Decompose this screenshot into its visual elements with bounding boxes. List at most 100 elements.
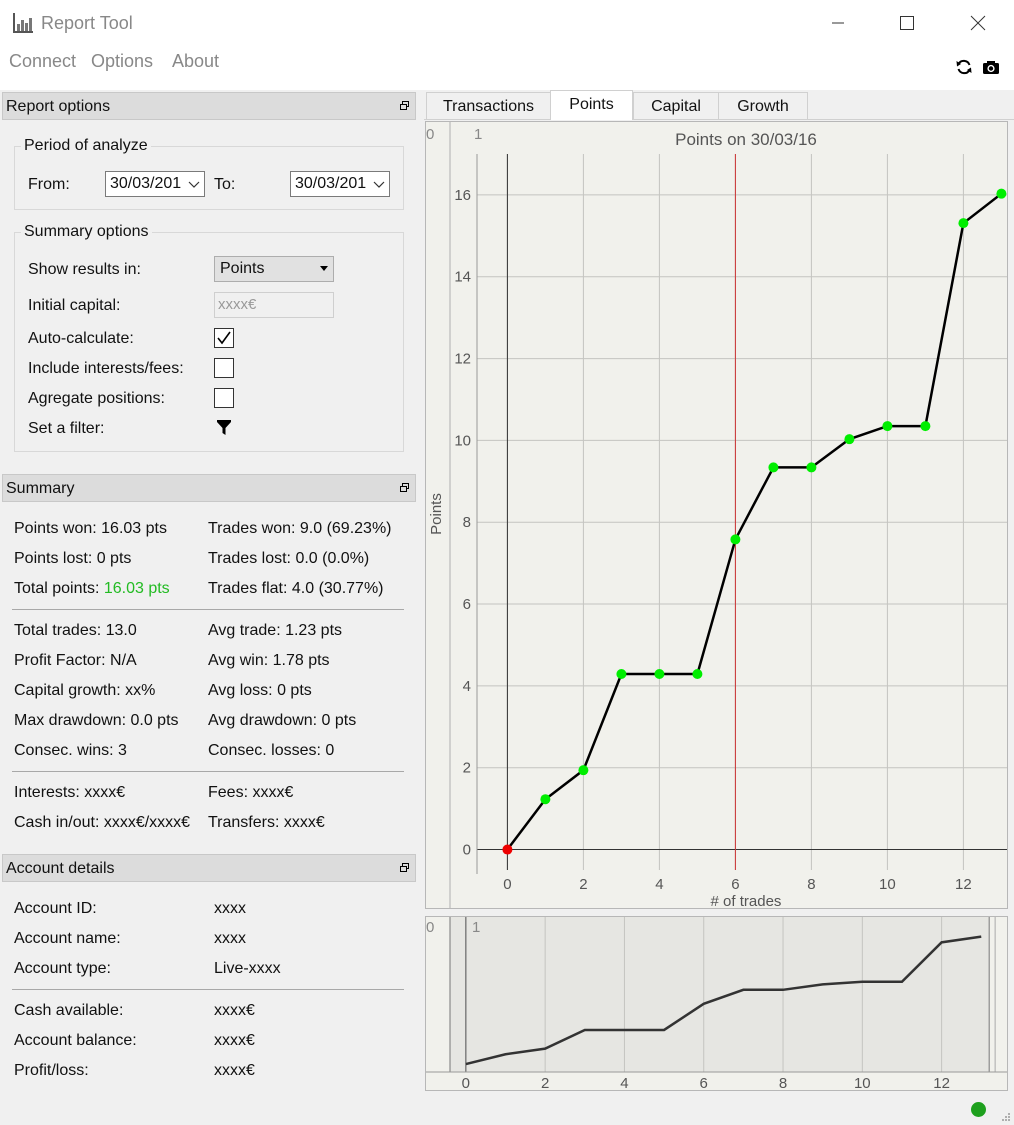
account-type-value: Live-xxxx [214, 960, 281, 977]
corner-label: 1 [472, 919, 480, 936]
tab-growth[interactable]: Growth [718, 92, 808, 120]
minimize-button[interactable] [815, 0, 861, 46]
overview-chart-frame[interactable]: 0 1 0 2 4 6 8 10 12 [425, 916, 1008, 1092]
close-button[interactable] [955, 0, 1001, 46]
status-bar [0, 1100, 1014, 1125]
minimize-icon [832, 22, 844, 24]
x-tick-label: 6 [731, 876, 739, 893]
y-tick-label: 14 [454, 269, 471, 286]
overview-x-tick-label: 8 [779, 1075, 787, 1090]
menu-about[interactable]: About [172, 51, 220, 71]
x-axis-label: # of trades [711, 893, 782, 908]
from-label: From: [28, 176, 70, 193]
left-panel: Report options Period of analyze From: 3… [0, 90, 418, 1100]
to-label: To: [214, 176, 236, 193]
avg-win: Avg win: 1.78 pts [208, 652, 330, 669]
account-name-label: Account name: [14, 930, 121, 947]
account-type-label: Account type: [14, 960, 111, 977]
overview-chart[interactable]: 0 10 2 4 6 8 10 12 [426, 917, 1007, 1092]
total-points: Total points: 16.03 pts [14, 580, 170, 598]
tab-transactions[interactable]: Transactions [426, 92, 551, 120]
y-tick-label: 2 [463, 760, 471, 777]
divider [12, 989, 404, 990]
data-point [882, 421, 893, 432]
right-panel: Transactions Points Capital Growth 0 1 Poi… [424, 90, 1014, 1100]
y-tick-label: 4 [463, 678, 471, 695]
tab-capital[interactable]: Capital [633, 92, 719, 120]
period-group [14, 146, 404, 210]
data-point [768, 462, 779, 473]
consec-losses: Consec. losses: 0 [208, 742, 335, 759]
trades-lost: Trades lost: 0.0 (0.0%) [208, 550, 370, 567]
float-dock-icon[interactable] [400, 101, 409, 110]
account-details-title: Account details [6, 860, 115, 877]
data-point [730, 534, 741, 545]
initial-capital-input[interactable]: xxxx€ [214, 292, 334, 318]
y-tick-label: 10 [454, 432, 471, 449]
filter-icon[interactable] [217, 420, 231, 436]
aggregate-label: Agregate positions: [28, 390, 165, 407]
avg-drawdown: Avg drawdown: 0 pts [208, 712, 357, 729]
y-axis-label: Points [428, 493, 445, 535]
menu-connect[interactable]: Connect [9, 51, 77, 71]
data-point [996, 188, 1007, 199]
show-results-value: Points [220, 260, 265, 277]
y-tick-label: 8 [463, 514, 471, 531]
report-options-header: Report options [2, 92, 416, 120]
corner-label: 0 [426, 126, 434, 143]
menu-options[interactable]: Options [91, 51, 154, 71]
chart-title: Points on 30/03/16 [675, 130, 817, 149]
total-points-label: Total points: [14, 580, 104, 597]
resize-grip-icon[interactable] [1001, 1112, 1011, 1122]
float-dock-icon[interactable] [400, 483, 409, 492]
total-points-value: 16.03 pts [103, 580, 170, 597]
dropdown-arrow-icon [320, 266, 328, 271]
points-lost: Points lost: 0 pts [14, 550, 132, 567]
points-won: Points won: 16.03 pts [14, 520, 167, 537]
chevron-down-icon[interactable] [372, 173, 386, 195]
refresh-icon[interactable] [955, 58, 973, 76]
overview-selection-region [450, 917, 990, 1072]
camera-icon[interactable] [982, 58, 1000, 76]
include-fees-checkbox[interactable] [214, 358, 234, 378]
maximize-icon [900, 16, 914, 30]
consec-wins: Consec. wins: 3 [14, 742, 127, 759]
chevron-down-icon[interactable] [187, 173, 201, 195]
show-results-label: Show results in: [28, 261, 141, 278]
x-tick-label: 0 [503, 876, 511, 893]
overview-series-line [465, 935, 982, 1066]
x-tick-label: 12 [955, 876, 972, 893]
account-balance-label: Account balance: [14, 1032, 137, 1049]
avg-loss: Avg loss: 0 pts [208, 682, 312, 699]
points-tab-panel: 0 1 Points on 30/03/16 0 2 4 6 8 10 12 14 16 0 2 4 6 8 10… [424, 119, 1014, 1099]
summary-options-title: Summary options [21, 223, 152, 241]
from-date-input[interactable]: 30/03/201 [105, 171, 205, 197]
profit-loss-label: Profit/loss: [14, 1062, 89, 1079]
tab-points[interactable]: Points [550, 90, 633, 120]
capital-growth: Capital growth: xx% [14, 682, 156, 699]
from-date-value: 30/03/201 [110, 175, 182, 192]
maximize-button[interactable] [884, 0, 930, 46]
auto-calculate-checkbox[interactable] [214, 328, 234, 348]
avg-trade: Avg trade: 1.23 pts [208, 622, 343, 639]
include-fees-label: Include interests/fees: [28, 360, 184, 377]
chart-app-icon [13, 13, 33, 33]
cash-available-label: Cash available: [14, 1002, 124, 1019]
aggregate-checkbox[interactable] [214, 388, 234, 408]
to-date-input[interactable]: 30/03/201 [290, 171, 390, 197]
show-results-select[interactable]: Points [214, 256, 334, 282]
window-title: Report Tool [41, 13, 133, 33]
overview-x-tick-label: 6 [700, 1075, 708, 1090]
trades-flat: Trades flat: 4.0 (30.77%) [208, 580, 384, 597]
x-tick-label: 2 [579, 876, 587, 893]
x-tick-label: 10 [879, 876, 896, 893]
divider [12, 609, 404, 610]
points-chart-frame: 0 1 Points on 30/03/16 0 2 4 6 8 10 12 14 16 0 2 4 6 8 10… [425, 121, 1009, 910]
profit-factor: Profit Factor: N/A [14, 652, 137, 669]
float-dock-icon[interactable] [400, 863, 409, 872]
summary-options-group [14, 232, 404, 452]
data-point [920, 421, 931, 432]
connection-status-icon [971, 1102, 986, 1117]
auto-calculate-label: Auto-calculate: [28, 330, 134, 347]
report-options-title: Report options [6, 98, 111, 115]
